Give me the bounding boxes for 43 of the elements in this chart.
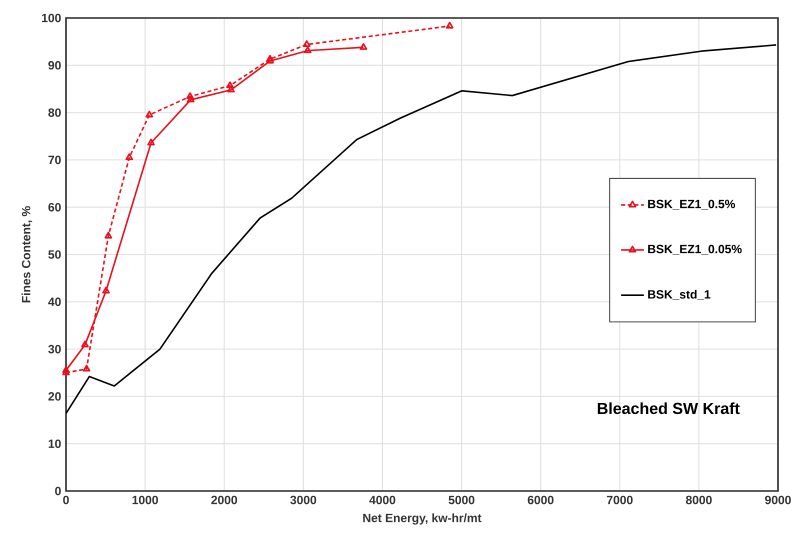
point [304, 46, 312, 54]
legend-label: BSK_EZ1_0.05% [648, 244, 742, 255]
x-tick-label: 2000 [211, 496, 238, 504]
y-tick-label: 90 [48, 61, 61, 70]
point [186, 92, 194, 100]
y-tick-label: 20 [48, 392, 61, 401]
y-tick-label: 30 [48, 344, 61, 354]
point [266, 56, 274, 64]
point [82, 364, 90, 372]
line-series [66, 44, 777, 414]
x-tick-label: 5000 [448, 496, 474, 504]
x-axis-title: Net Energy, kw-hr/mt [363, 513, 482, 525]
point [102, 286, 110, 294]
y-tick-label: 0 [55, 486, 61, 496]
y-tick-label: 60 [48, 202, 61, 212]
x-tick-label: 4000 [369, 496, 396, 504]
x-tick-label: 7000 [606, 496, 633, 504]
x-tick-label: 1000 [132, 496, 158, 504]
y-tick-label: 40 [48, 298, 61, 306]
point [227, 86, 235, 92]
point [302, 40, 311, 48]
point [266, 54, 274, 62]
x-tick-label: 9000 [765, 496, 791, 504]
annotation: Bleached SW Kraft [598, 402, 740, 414]
y-tick-label: 50 [48, 250, 61, 259]
point [147, 138, 155, 146]
point [226, 81, 234, 88]
y-tick-label: 10 [48, 439, 61, 448]
y-axis-title: Fines Content, % [22, 206, 32, 302]
x-tick-label: 0 [63, 496, 69, 504]
x-tick-label: 8000 [686, 496, 712, 504]
x-tick-label: 3000 [290, 496, 316, 504]
point [446, 22, 454, 29]
point [104, 232, 112, 239]
y-tick-label: 80 [48, 108, 61, 117]
point [146, 110, 154, 118]
point [125, 153, 134, 160]
y-tick-label: 100 [42, 14, 61, 22]
y-tick-label: 70 [48, 156, 61, 164]
legend-label: BSK_std_1 [648, 290, 710, 300]
x-tick-label: 6000 [528, 496, 554, 504]
legend-label: BSK_EZ1_0.5% [648, 200, 736, 210]
point [81, 340, 89, 348]
